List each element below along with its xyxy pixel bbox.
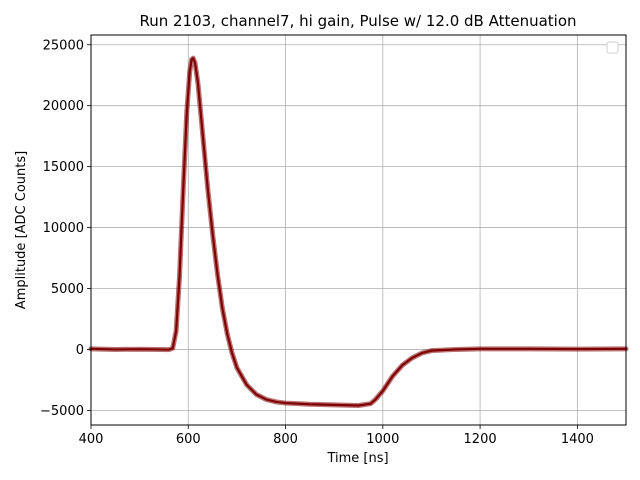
x-axis-ticks: 400 600 800 1000 1200 1400 <box>79 425 594 447</box>
x-tick-label: 1400 <box>561 432 594 447</box>
y-axis-ticks: −5000 0 5000 10000 15000 20000 25000 <box>40 38 91 419</box>
y-tick-label: 10000 <box>43 221 84 236</box>
x-tick-label: 400 <box>79 432 104 447</box>
x-tick-label: 800 <box>273 432 298 447</box>
legend-box <box>606 41 619 54</box>
y-tick-label: −5000 <box>40 404 84 419</box>
axes-frame <box>90 34 627 426</box>
y-axis-label: Amplitude [ADC Counts] <box>14 151 29 309</box>
x-tick-label: 1000 <box>366 432 399 447</box>
y-tick-label: 15000 <box>43 160 84 175</box>
x-tick-label: 1200 <box>464 432 497 447</box>
y-tick-label: 0 <box>76 343 84 358</box>
x-axis-label: Time [ns] <box>326 451 388 466</box>
y-tick-label: 20000 <box>43 99 84 114</box>
y-tick-label: 5000 <box>51 282 84 297</box>
grid-lines <box>90 35 626 425</box>
x-tick-label: 600 <box>176 432 201 447</box>
series-line <box>89 57 628 407</box>
y-tick-label: 25000 <box>43 38 84 53</box>
chart-title: Run 2103, channel7, hi gain, Pulse w/ 12… <box>139 12 576 30</box>
plot-area <box>88 55 629 408</box>
